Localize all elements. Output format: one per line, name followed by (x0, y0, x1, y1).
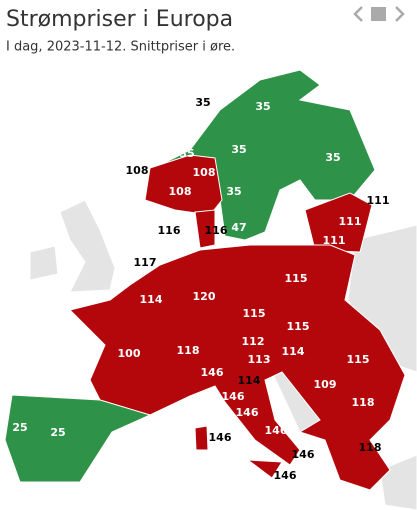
price-label: 146 (209, 431, 232, 444)
subtitle: I dag, 2023-11-12. Snittpriser i øre. (6, 40, 235, 55)
ireland (29, 245, 59, 281)
price-label: 115 (287, 320, 310, 333)
price-label: 116 (158, 224, 181, 237)
price-label: 35 (226, 185, 241, 198)
price-label: 112 (242, 335, 265, 348)
price-label: 25 (12, 421, 27, 434)
prev-button[interactable] (353, 6, 363, 22)
price-label: 146 (274, 469, 297, 482)
price-label: 146 (222, 390, 245, 403)
price-label: 108 (169, 185, 192, 198)
price-label: 146 (265, 424, 288, 437)
baltics (304, 192, 373, 253)
price-label: 115 (285, 272, 308, 285)
denmark (194, 209, 216, 249)
price-label: 117 (134, 256, 157, 269)
price-label: 146 (292, 448, 315, 461)
price-label: 35 (195, 96, 210, 109)
sardinia (194, 425, 209, 451)
price-label: 47 (231, 221, 246, 234)
title: Strømpriser i Europa (6, 7, 233, 32)
price-label: 115 (347, 353, 370, 366)
price-label: 25 (50, 426, 65, 439)
price-label: 114 (140, 293, 163, 306)
price-label: 118 (177, 344, 200, 357)
price-label: 108 (126, 164, 149, 177)
next-button[interactable] (395, 6, 405, 22)
map (4, 69, 417, 510)
price-label: 146 (201, 366, 224, 379)
price-label: 118 (352, 396, 375, 409)
price-label: 114 (238, 374, 261, 387)
price-label: 109 (314, 378, 337, 391)
calendar-button[interactable] (371, 7, 386, 21)
iberia (4, 394, 152, 483)
price-label: 108 (193, 166, 216, 179)
price-label: 100 (118, 347, 141, 360)
sicily (246, 459, 283, 479)
price-label: 120 (193, 290, 216, 303)
price-label: 115 (243, 307, 266, 320)
price-label: 111 (323, 234, 346, 247)
price-label: 114 (282, 345, 305, 358)
price-label: 116 (205, 224, 228, 237)
price-label: 111 (339, 215, 362, 228)
nav[interactable] (353, 6, 405, 22)
price-label: 35 (325, 151, 340, 164)
price-label: 118 (359, 441, 382, 454)
price-label: 35 (255, 100, 270, 113)
price-label: 35 (179, 147, 194, 160)
uk (59, 199, 116, 293)
price-label: 35 (231, 143, 246, 156)
price-label: 146 (236, 406, 259, 419)
south-norway (144, 154, 223, 216)
price-label: 111 (367, 194, 390, 207)
price-label: 113 (248, 353, 271, 366)
